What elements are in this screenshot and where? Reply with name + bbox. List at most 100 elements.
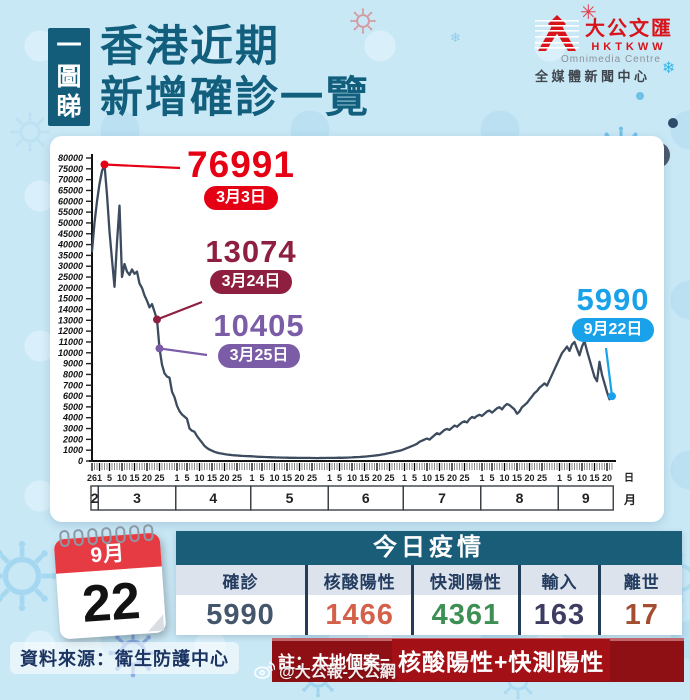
weibo-watermark: @大公報-大公網 xyxy=(253,658,396,682)
snowflake-decoration: ❄ xyxy=(450,30,461,45)
footnote-bar: 註：本地個案= 核酸陽性+快測陽性 xyxy=(272,638,684,682)
svg-text:15: 15 xyxy=(359,473,369,483)
svg-text:20: 20 xyxy=(372,473,382,483)
stat-value-0: 5990 xyxy=(206,598,275,631)
svg-text:7: 7 xyxy=(438,490,446,506)
dot-decoration xyxy=(668,118,678,128)
svg-text:0: 0 xyxy=(78,456,83,466)
svg-text:20: 20 xyxy=(447,473,457,483)
svg-text:1: 1 xyxy=(97,473,102,483)
svg-text:12000: 12000 xyxy=(58,326,83,336)
svg-text:25: 25 xyxy=(154,473,164,483)
svg-text:5: 5 xyxy=(337,473,342,483)
publisher-logo: 大公文匯 HKTKWW Omnimedia Centre 全媒體新聞中心 xyxy=(535,12,687,85)
svg-text:30000: 30000 xyxy=(58,261,83,271)
svg-text:15: 15 xyxy=(282,473,292,483)
svg-text:15: 15 xyxy=(129,473,139,483)
virus-icon xyxy=(0,540,58,612)
svg-text:2000: 2000 xyxy=(62,434,83,444)
svg-text:10: 10 xyxy=(422,473,432,483)
svg-text:1: 1 xyxy=(174,473,179,483)
svg-text:1: 1 xyxy=(249,473,254,483)
svg-text:5: 5 xyxy=(286,490,294,506)
svg-text:10000: 10000 xyxy=(58,348,83,358)
stat-header-4: 離世 xyxy=(598,565,681,595)
weibo-watermark-text: @大公報-大公網 xyxy=(279,664,396,681)
svg-text:10: 10 xyxy=(269,473,279,483)
svg-text:25: 25 xyxy=(459,473,469,483)
publisher-logo-icon xyxy=(535,14,579,52)
svg-text:20000: 20000 xyxy=(57,283,83,293)
stat-value-2: 4361 xyxy=(411,595,517,635)
svg-text:20: 20 xyxy=(142,473,152,483)
logo-subtitle-en: Omnimedia Centre xyxy=(561,54,661,65)
svg-text:6: 6 xyxy=(362,490,370,506)
one-chart-badge: 一 圖 睇 xyxy=(48,28,90,126)
svg-text:25000: 25000 xyxy=(57,272,83,282)
svg-text:40000: 40000 xyxy=(57,240,83,250)
svg-text:1000: 1000 xyxy=(63,445,83,455)
svg-text:5: 5 xyxy=(412,473,417,483)
svg-text:4: 4 xyxy=(209,490,217,506)
today-stats-header-row: 確診 核酸陽性 快測陽性 輸入 離世 xyxy=(176,565,682,595)
data-source-label: 資料來源：衛生防護中心 xyxy=(10,642,239,674)
svg-text:7000: 7000 xyxy=(63,380,83,390)
svg-text:5000: 5000 xyxy=(63,402,83,412)
date-calendar: 9月 22 xyxy=(53,523,167,640)
svg-text:15: 15 xyxy=(207,473,217,483)
svg-text:75000: 75000 xyxy=(58,164,83,174)
stat-value-4: 17 xyxy=(598,595,681,635)
svg-text:26: 26 xyxy=(87,473,97,483)
svg-text:2: 2 xyxy=(91,490,99,506)
logo-name-cn: 大公文匯 xyxy=(585,18,673,40)
stat-value-3: 163 xyxy=(517,595,599,635)
today-stats-value-row: 5990 1466 4361 163 17 xyxy=(176,595,682,635)
today-stats-table: 今日疫情 確診 核酸陽性 快測陽性 輸入 離世 5990 1466 4361 163 17 xyxy=(176,531,682,635)
svg-text:15: 15 xyxy=(512,473,522,483)
svg-text:14000: 14000 xyxy=(58,305,83,315)
svg-text:65000: 65000 xyxy=(58,185,83,195)
footnote-prefix: 註：本地個案= xyxy=(278,652,390,672)
svg-text:4000: 4000 xyxy=(62,413,83,423)
svg-text:5: 5 xyxy=(107,473,112,483)
svg-text:25: 25 xyxy=(232,473,242,483)
svg-text:5: 5 xyxy=(259,473,264,483)
stat-value-1: 1466 xyxy=(305,595,411,635)
svg-text:8: 8 xyxy=(516,490,524,506)
svg-text:55000: 55000 xyxy=(58,207,83,217)
svg-text:25: 25 xyxy=(537,473,547,483)
svg-text:9: 9 xyxy=(582,490,590,506)
dot-decoration xyxy=(636,92,644,100)
svg-text:5: 5 xyxy=(184,473,189,483)
svg-text:10: 10 xyxy=(194,473,204,483)
svg-text:3000: 3000 xyxy=(63,424,83,434)
stat-header-2: 快測陽性 xyxy=(411,565,517,595)
svg-text:1: 1 xyxy=(479,473,484,483)
logo-abbr: HKTKWW xyxy=(591,41,667,53)
svg-text:10: 10 xyxy=(347,473,357,483)
chart-panel: 0 1000 2000 3000 4000 5000 6000 7000 8000 9000 100… xyxy=(50,136,664,522)
stat-header-0: 確診 xyxy=(222,572,259,592)
svg-text:1: 1 xyxy=(327,473,332,483)
today-stats-title: 今日疫情 xyxy=(176,531,682,565)
svg-text:11000: 11000 xyxy=(59,337,83,347)
svg-text:3: 3 xyxy=(133,490,141,506)
badge-char: 睇 xyxy=(56,93,82,122)
svg-text:20: 20 xyxy=(219,473,229,483)
svg-text:10: 10 xyxy=(577,473,587,483)
stat-header-3: 輸入 xyxy=(517,565,599,595)
svg-text:9000: 9000 xyxy=(63,359,83,369)
svg-text:15: 15 xyxy=(434,473,444,483)
calendar-page-curl xyxy=(147,614,165,632)
svg-text:45000: 45000 xyxy=(57,229,83,239)
svg-text:50000: 50000 xyxy=(58,218,83,228)
svg-text:5: 5 xyxy=(567,473,572,483)
page-title: 香港近期 新增確診一覽 xyxy=(100,22,370,124)
svg-text:15: 15 xyxy=(589,473,599,483)
stat-header-1: 核酸陽性 xyxy=(305,565,411,595)
svg-text:6000: 6000 xyxy=(63,391,83,401)
svg-text:10: 10 xyxy=(499,473,509,483)
svg-text:20: 20 xyxy=(294,473,304,483)
svg-text:10: 10 xyxy=(117,473,127,483)
